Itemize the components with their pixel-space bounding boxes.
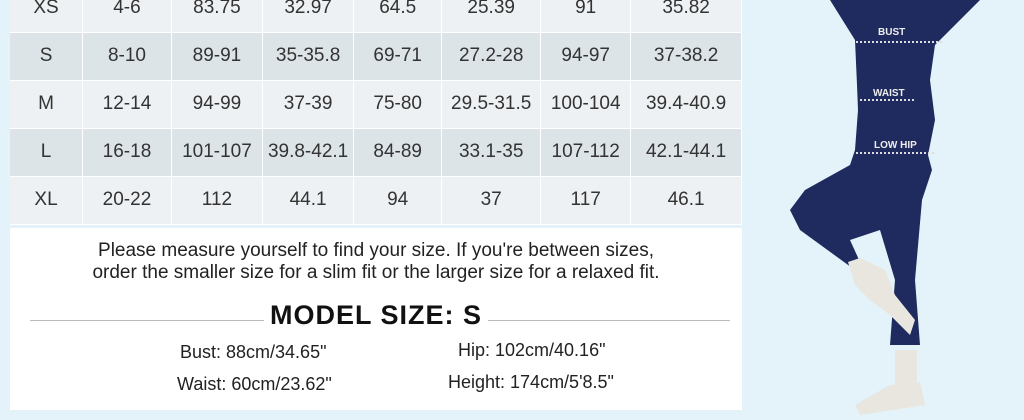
measurement-cell: 44.1 <box>262 176 355 225</box>
measurement-cell: 16-18 <box>82 128 172 177</box>
size-cell: M <box>10 80 84 129</box>
note-line-1: Please measure yourself to find your siz… <box>98 240 654 261</box>
model-waist: Waist: 60cm/23.62" <box>177 374 332 394</box>
measurement-cell: 46.1 <box>630 176 742 225</box>
bust-label: BUST <box>878 27 905 38</box>
measurement-cell: 33.1-35 <box>441 128 542 177</box>
measurement-cell: 83.75 <box>171 0 264 33</box>
measurement-cell: 25.39 <box>441 0 542 33</box>
model-bust: Bust: 88cm/34.65" <box>180 342 327 362</box>
size-cell: XS <box>10 0 84 33</box>
size-cell: L <box>10 128 84 177</box>
measurement-cell: 35.82 <box>630 0 742 33</box>
model-size-heading: MODEL SIZE: S <box>10 300 742 331</box>
measurement-cell: 12-14 <box>82 80 172 129</box>
measurement-cell: 29.5-31.5 <box>441 80 542 129</box>
table-row: M 12-14 94-99 37-39 75-80 29.5-31.5 100-104 39.… <box>10 80 742 129</box>
size-cell: XL <box>10 176 84 225</box>
model-figure: BUST WAIST LOW HIP <box>790 0 980 415</box>
measurement-cell: 94-99 <box>171 80 264 129</box>
table-row: L 16-18 101-107 39.8-42.1 84-89 33.1-35 107-11… <box>10 128 742 177</box>
measurement-cell: 100-104 <box>540 80 632 129</box>
table-row: XS 4-6 83.75 32.97 64.5 25.39 91 35.82 <box>10 0 742 33</box>
measurement-cell: 32.97 <box>262 0 355 33</box>
measurement-cell: 35-35.8 <box>262 32 355 81</box>
measurement-cell: 117 <box>540 176 632 225</box>
measurement-cell: 37-39 <box>262 80 355 129</box>
measurement-cell: 69-71 <box>353 32 443 81</box>
model-body <box>790 0 980 345</box>
measurement-cell: 84-89 <box>353 128 443 177</box>
measurement-cell: 39.8-42.1 <box>262 128 355 177</box>
measurement-cell: 42.1-44.1 <box>630 128 742 177</box>
model-hip: Hip: 102cm/40.16" <box>458 340 606 360</box>
measurement-cell: 101-107 <box>171 128 264 177</box>
measurement-cell: 4-6 <box>82 0 172 33</box>
table-row: S 8-10 89-91 35-35.8 69-71 27.2-28 94-97 37-38.… <box>10 32 742 81</box>
sizing-note: Please measure yourself to find your siz… <box>10 240 742 284</box>
measurement-cell: 75-80 <box>353 80 443 129</box>
measurement-cell: 107-112 <box>540 128 632 177</box>
model-size-title: MODEL SIZE: S <box>263 300 489 330</box>
measurement-cell: 37 <box>441 176 542 225</box>
shoe <box>855 382 925 415</box>
measurement-cell: 20-22 <box>82 176 172 225</box>
measurement-cell: 91 <box>540 0 632 33</box>
measurement-cell: 27.2-28 <box>441 32 542 81</box>
size-chart-table: XS 4-6 83.75 32.97 64.5 25.39 91 35.82 S 8-10 89-9… <box>10 0 742 225</box>
table-row: XL 20-22 112 44.1 94 37 117 46.1 <box>10 176 742 225</box>
model-height: Height: 174cm/5'8.5" <box>448 372 614 392</box>
measurement-cell: 37-38.2 <box>630 32 742 81</box>
note-line-2: order the smaller size for a slim fit or… <box>92 262 660 283</box>
raised-shoe <box>848 258 915 335</box>
size-cell: S <box>10 32 84 81</box>
sock <box>895 350 917 390</box>
measurement-cell: 89-91 <box>171 32 264 81</box>
info-panel: Please measure yourself to find your siz… <box>10 228 742 410</box>
waist-label: WAIST <box>873 88 905 99</box>
measurement-cell: 94-97 <box>540 32 632 81</box>
low-hip-label: LOW HIP <box>874 140 917 151</box>
measurement-cell: 64.5 <box>353 0 443 33</box>
measurement-cell: 8-10 <box>82 32 172 81</box>
measurement-cell: 94 <box>353 176 443 225</box>
measurement-cell: 112 <box>171 176 264 225</box>
measurement-cell: 39.4-40.9 <box>630 80 742 129</box>
